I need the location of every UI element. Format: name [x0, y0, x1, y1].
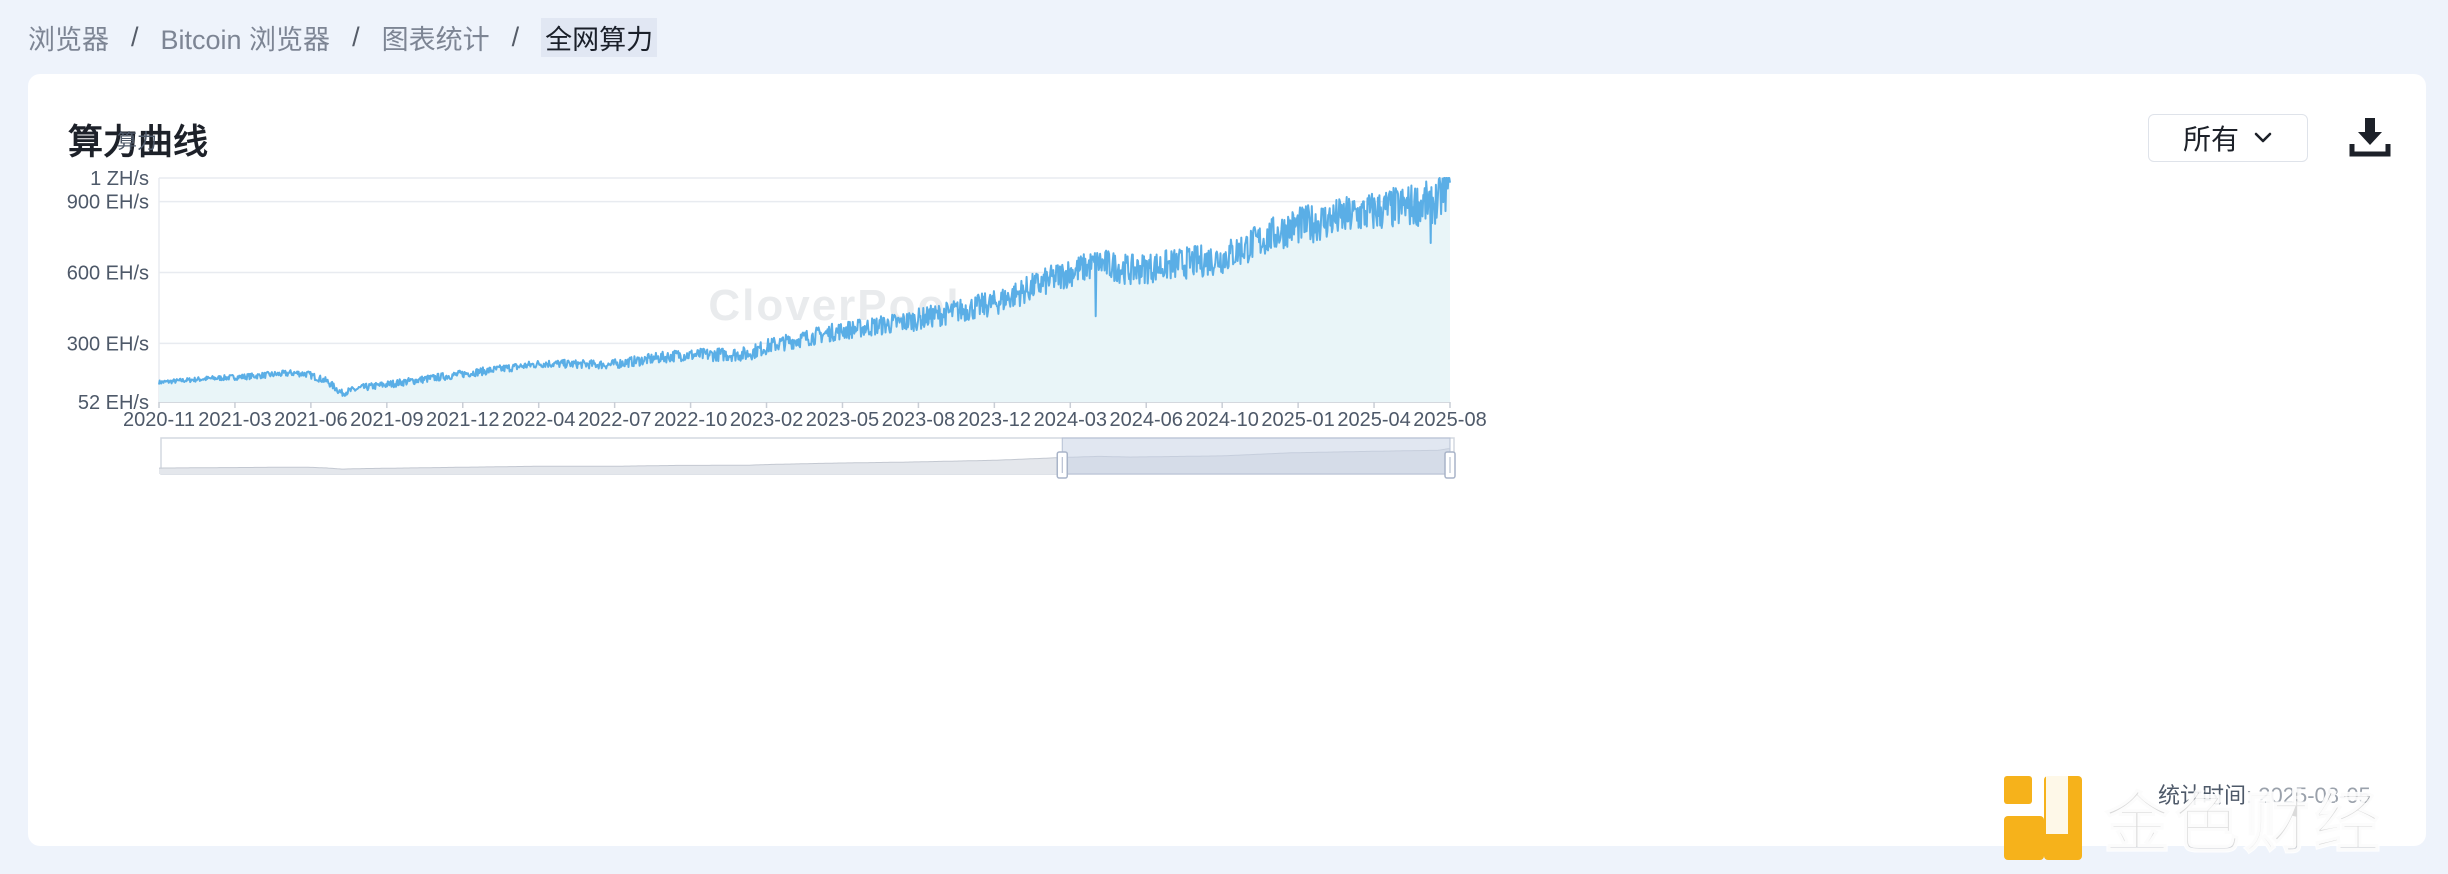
breadcrumb-current-page: 全网算力	[541, 17, 658, 57]
x-tick-label: 2023-05	[806, 409, 879, 431]
hashrate-series-line	[158, 177, 1451, 397]
chevron-down-icon	[2254, 132, 2272, 143]
x-tick-label: 2021-12	[426, 409, 499, 431]
brand-logo-mark	[2004, 776, 2082, 860]
hashrate-area	[159, 178, 1450, 402]
download-icon	[2349, 118, 2391, 157]
x-tick-label: 2025-01	[1261, 409, 1334, 431]
x-tick-label: 2024-03	[1034, 409, 1107, 431]
time-range-select[interactable]: 所有	[2148, 114, 2308, 162]
y-tick-label: 900 EH/s	[67, 192, 149, 214]
x-tick-label: 2021-09	[350, 409, 423, 431]
breadcrumb-separator: /	[511, 21, 520, 52]
x-tick-label: 2022-04	[502, 409, 575, 431]
x-tick-label: 2025-08	[1413, 409, 1486, 431]
stats-time-label: 统计时间:	[2158, 783, 2253, 808]
hashrate-chart-card: 算力曲线 所有 1 ZH/s 900 EH/s 600 EH/s 300 EH/s 52…	[28, 74, 2426, 846]
brand-logo: 金色财经	[2002, 772, 2442, 864]
x-tick-label: 2024-06	[1110, 409, 1183, 431]
x-tick-label: 2020-11	[123, 409, 195, 431]
y-tick-label: 1 ZH/s	[90, 168, 149, 190]
breadcrumb-item-explorer[interactable]: 浏览器	[28, 24, 109, 55]
x-tick-label: 2021-03	[198, 409, 271, 431]
x-tick-label: 2022-07	[578, 409, 651, 431]
stats-time: 统计时间: 2025-08-05	[2158, 778, 2371, 810]
x-tick-label: 2025-04	[1337, 409, 1410, 431]
y-axis-label: 算力	[117, 130, 157, 153]
breadcrumb: 浏览器 / Bitcoin 浏览器 / 图表统计 / 全网算力	[28, 16, 658, 58]
x-tick-label: 2024-10	[1185, 409, 1258, 431]
x-tick-label: 2022-10	[654, 409, 727, 431]
x-tick-label: 2023-08	[882, 409, 955, 431]
breadcrumb-separator: /	[352, 21, 360, 52]
x-tick-label: 2023-12	[958, 409, 1031, 431]
x-tick-label: 2023-02	[730, 409, 803, 431]
stats-time-value: 2025-08-05	[2258, 783, 2371, 808]
zoom-slider-window[interactable]	[1061, 437, 1451, 475]
x-tick-label: 2021-06	[274, 409, 347, 431]
download-button[interactable]	[2348, 114, 2392, 160]
brand-logo-text: 金色财经	[2103, 785, 2384, 861]
breadcrumb-item-chart-stats[interactable]: 图表统计	[381, 24, 490, 55]
y-tick-label: 600 EH/s	[67, 263, 149, 285]
breadcrumb-item-bitcoin-explorer[interactable]: Bitcoin 浏览器	[160, 24, 331, 55]
card-title: 算力曲线	[68, 123, 209, 162]
y-tick-label: 300 EH/s	[67, 333, 149, 355]
time-range-select-value: 所有	[2182, 124, 2239, 155]
breadcrumb-separator: /	[131, 21, 139, 52]
y-tick-label: 52 EH/s	[78, 392, 149, 414]
